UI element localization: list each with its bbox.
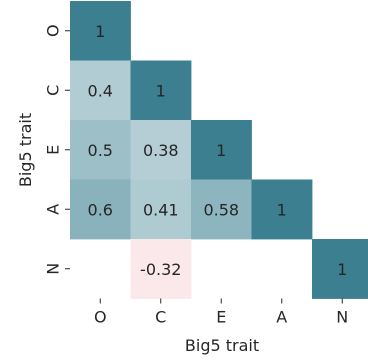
heatmap-cell-labels: 10.4 10.5 0.38 10.6 0.41 0.58 1-0.32 1 (88, 22, 348, 279)
x-tick-label-C: C (155, 308, 166, 327)
y-tick-label-N: N (44, 263, 63, 275)
cell-value-N-N: 1 (337, 260, 347, 279)
y-tick-label-A: A (44, 204, 63, 215)
cell-value-C-C: 1 (156, 81, 166, 100)
heatmap-cell-E-O (70, 120, 131, 180)
y-tick-label-O: O (44, 24, 63, 37)
cell-value-O-O: 1 (95, 22, 105, 41)
x-tick-label-A: A (276, 308, 287, 327)
heatmap-cell-A-C (130, 179, 192, 240)
y-tick-label-C: C (44, 85, 63, 96)
heatmap-cell-E-E (191, 120, 252, 180)
heatmap-cell-A-E (191, 179, 252, 240)
heatmap-cell-A-O (70, 179, 131, 240)
x-axis-label: Big5 trait (185, 336, 259, 355)
heatmap-cell-E-C (130, 120, 192, 180)
cell-value-E-C: 0.38 (143, 141, 179, 160)
cell-value-E-E: 1 (216, 141, 226, 160)
y-tick-label-E: E (44, 145, 63, 155)
x-tick-label-N: N (336, 308, 348, 327)
cell-value-A-C: 0.41 (143, 200, 179, 219)
heatmap-cell-N-C (130, 239, 192, 299)
y-axis-label: Big5 trait (16, 113, 35, 187)
cell-value-E-O: 0.5 (88, 141, 113, 160)
heatmap-cell-C-C (130, 60, 192, 121)
heatmap-cell-A-A (251, 179, 313, 240)
heatmap-cells (70, 1, 368, 299)
x-tick-label-O: O (94, 308, 107, 327)
cell-value-N-C: -0.32 (140, 260, 181, 279)
cell-value-C-O: 0.4 (88, 81, 113, 100)
cell-value-A-O: 0.6 (88, 200, 113, 219)
cell-value-A-E: 0.58 (203, 200, 239, 219)
heatmap-cell-C-O (70, 60, 131, 121)
y-axis-ticks: O C E A N (44, 24, 70, 275)
cell-value-A-A: 1 (277, 200, 287, 219)
heatmap-cell-N-N (312, 239, 368, 299)
heatmap-cell-O-O (70, 1, 131, 61)
x-tick-label-E: E (216, 308, 226, 327)
